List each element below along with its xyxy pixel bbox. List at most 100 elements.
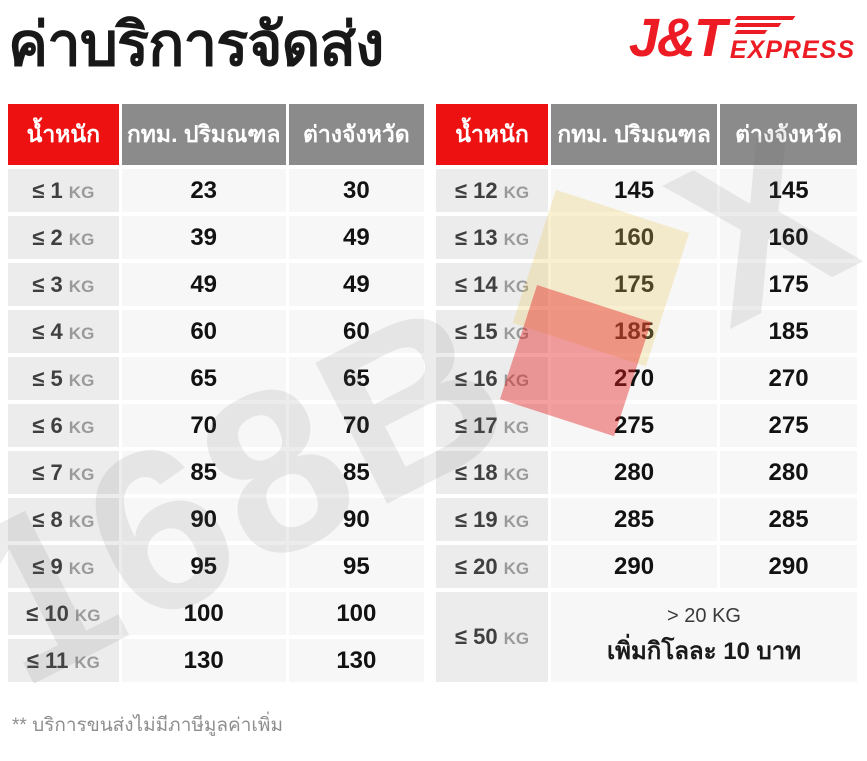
bkk-metro-price-cell: 280 [551, 451, 718, 494]
province-price-cell: 49 [288, 263, 424, 306]
weight-cell: ≤ 11 KG [8, 639, 119, 682]
table-row: ≤ 10 KG 100 100 [8, 592, 424, 635]
table-row: ≤ 4 KG 60 60 [8, 310, 424, 353]
province-price-cell: 175 [720, 263, 857, 306]
bkk-metro-price-cell: 90 [121, 498, 286, 541]
province-price-cell: 60 [288, 310, 424, 353]
header-row: น้ำหนัก กทม. ปริมณฑล ต่างจังหวัด [8, 104, 424, 165]
header-province: ต่างจังหวัด [720, 104, 857, 165]
table-row: ≤ 2 KG 39 49 [8, 216, 424, 259]
bkk-metro-price-cell: 130 [121, 639, 286, 682]
table-row: ≤ 6 KG 70 70 [8, 404, 424, 447]
province-price-cell: 95 [288, 545, 424, 588]
bkk-metro-price-cell: 175 [551, 263, 718, 306]
bkk-metro-price-cell: 60 [121, 310, 286, 353]
province-price-cell: 30 [288, 169, 424, 212]
weight-cell: ≤ 10 KG [8, 592, 119, 635]
province-price-cell: 90 [288, 498, 424, 541]
rate-table-right: น้ำหนัก กทม. ปริมณฑล ต่างจังหวัด ≤ 12 KG 1… [433, 100, 860, 686]
weight-cell: ≤ 1 KG [8, 169, 119, 212]
header-weight: น้ำหนัก [8, 104, 119, 165]
speed-lines-icon [734, 15, 796, 34]
weight-cell: ≤ 2 KG [8, 216, 119, 259]
bkk-metro-price-cell: 49 [121, 263, 286, 306]
table-row: ≤ 20 KG 290 290 [436, 545, 857, 588]
over-20kg-note-cell: > 20 KG เพิ่มกิโลละ 10 บาท [551, 592, 857, 682]
table-row: ≤ 19 KG 285 285 [436, 498, 857, 541]
table-row: ≤ 3 KG 49 49 [8, 263, 424, 306]
table-row: ≤ 11 KG 130 130 [8, 639, 424, 682]
page-title: ค่าบริการจัดส่ง [8, 11, 384, 78]
bkk-metro-price-cell: 23 [121, 169, 286, 212]
header-province: ต่างจังหวัด [288, 104, 424, 165]
province-price-cell: 290 [720, 545, 857, 588]
table-row-over-20kg: ≤ 50 KG > 20 KG เพิ่มกิโลละ 10 บาท [436, 592, 857, 682]
weight-cell: ≤ 20 KG [436, 545, 549, 588]
table-row: ≤ 5 KG 65 65 [8, 357, 424, 400]
express-logo-text: EXPRESS [729, 35, 855, 64]
rate-tables: น้ำหนัก กทม. ปริมณฑล ต่างจังหวัด ≤ 1 KG 23… [0, 100, 867, 686]
rate-table-left: น้ำหนัก กทม. ปริมณฑล ต่างจังหวัด ≤ 1 KG 23… [5, 100, 427, 686]
bkk-metro-price-cell: 100 [121, 592, 286, 635]
header-bkk-metro: กทม. ปริมณฑล [121, 104, 286, 165]
bkk-metro-price-cell: 145 [551, 169, 718, 212]
weight-cell: ≤ 3 KG [8, 263, 119, 306]
weight-cell: ≤ 18 KG [436, 451, 549, 494]
weight-cell: ≤ 7 KG [8, 451, 119, 494]
province-price-cell: 85 [288, 451, 424, 494]
over-20kg-surcharge: เพิ่มกิโลละ 10 บาท [606, 637, 802, 665]
weight-cell: ≤ 15 KG [436, 310, 549, 353]
weight-cell: ≤ 50 KG [436, 592, 549, 682]
table-row: ≤ 18 KG 280 280 [436, 451, 857, 494]
header-row: น้ำหนัก กทม. ปริมณฑล ต่างจังหวัด [436, 104, 857, 165]
weight-cell: ≤ 8 KG [8, 498, 119, 541]
bkk-metro-price-cell: 70 [121, 404, 286, 447]
weight-cell: ≤ 13 KG [436, 216, 549, 259]
weight-cell: ≤ 12 KG [436, 169, 549, 212]
vat-footnote: ** บริการขนส่งไม่มีภาษีมูลค่าเพิ่ม [12, 715, 283, 736]
bkk-metro-price-cell: 160 [551, 216, 718, 259]
table-row: ≤ 7 KG 85 85 [8, 451, 424, 494]
bkk-metro-price-cell: 285 [551, 498, 718, 541]
header-bkk-metro: กทม. ปริมณฑล [551, 104, 718, 165]
weight-cell: ≤ 19 KG [436, 498, 549, 541]
province-price-cell: 130 [288, 639, 424, 682]
page-header: ค่าบริการจัดส่ง J&T EXPRESS [0, 0, 867, 100]
table-row: ≤ 9 KG 95 95 [8, 545, 424, 588]
table-row: ≤ 14 KG 175 175 [436, 263, 857, 306]
province-price-cell: 275 [720, 404, 857, 447]
table-row: ≤ 12 KG 145 145 [436, 169, 857, 212]
weight-cell: ≤ 9 KG [8, 545, 119, 588]
table-row: ≤ 17 KG 275 275 [436, 404, 857, 447]
province-price-cell: 285 [720, 498, 857, 541]
province-price-cell: 70 [288, 404, 424, 447]
header-weight: น้ำหนัก [436, 104, 549, 165]
weight-cell: ≤ 17 KG [436, 404, 549, 447]
jt-logo-text: J&T [628, 8, 727, 68]
bkk-metro-price-cell: 275 [551, 404, 718, 447]
table-row: ≤ 15 KG 185 185 [436, 310, 857, 353]
table-row: ≤ 1 KG 23 30 [8, 169, 424, 212]
province-price-cell: 185 [720, 310, 857, 353]
bkk-metro-price-cell: 185 [551, 310, 718, 353]
weight-cell: ≤ 16 KG [436, 357, 549, 400]
jt-logo-right: EXPRESS [729, 15, 855, 64]
bkk-metro-price-cell: 65 [121, 357, 286, 400]
bkk-metro-price-cell: 270 [551, 357, 718, 400]
province-price-cell: 270 [720, 357, 857, 400]
weight-cell: ≤ 14 KG [436, 263, 549, 306]
bkk-metro-price-cell: 85 [121, 451, 286, 494]
over-20kg-condition: > 20 KG [667, 604, 741, 627]
province-price-cell: 65 [288, 357, 424, 400]
bkk-metro-price-cell: 290 [551, 545, 718, 588]
bkk-metro-price-cell: 95 [121, 545, 286, 588]
province-price-cell: 160 [720, 216, 857, 259]
weight-cell: ≤ 4 KG [8, 310, 119, 353]
province-price-cell: 49 [288, 216, 424, 259]
weight-cell: ≤ 5 KG [8, 357, 119, 400]
table-row: ≤ 16 KG 270 270 [436, 357, 857, 400]
table-row: ≤ 8 KG 90 90 [8, 498, 424, 541]
bkk-metro-price-cell: 39 [121, 216, 286, 259]
jt-express-logo: J&T EXPRESS [628, 8, 855, 68]
